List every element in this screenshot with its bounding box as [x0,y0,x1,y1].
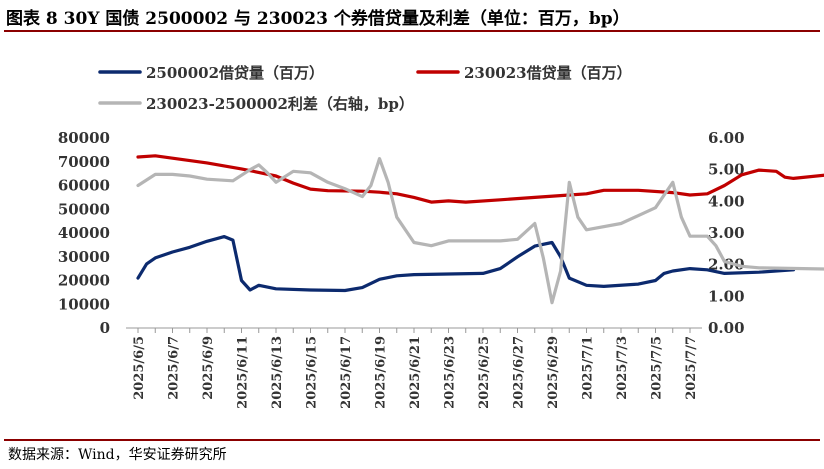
title-rule [4,30,820,32]
chart-title: 图表 8 30Y 国债 2500002 与 230023 个券借贷量及利差（单位… [6,9,630,29]
y-left-tick-label: 10000 [58,295,110,313]
x-tick-label: 2025/6/23 [443,336,458,409]
x-tick-label: 2025/6/11 [236,336,251,409]
axes: 0 10000 20000 30000 40000 50000 60000 70000 8000… [58,129,745,409]
legend-label: 230023-2500002利差（右轴，bp） [146,95,414,113]
y-right-tick-label: 5.00 [708,161,745,179]
x-tick-label: 2025/6/29 [546,336,561,409]
y-left-tick-label: 50000 [58,200,110,218]
y-left-tick-label: 40000 [58,224,110,242]
x-tick-label: 2025/7/7 [684,336,699,400]
y-left-tick-label: 60000 [58,177,110,195]
y-right-tick-label: 4.00 [708,192,745,210]
legend: 2500002借贷量（百万） 230023借贷量（百万） 230023-250000… [98,64,632,113]
x-tick-label: 2025/6/9 [201,336,216,400]
y-right-tick-label: 0.00 [708,319,745,337]
legend-label: 2500002借贷量（百万） [146,64,324,82]
y-left-tick-label: 70000 [58,153,110,171]
y-right-tick-label: 6.00 [708,129,745,147]
x-tick-label: 2025/7/1 [581,336,596,400]
y-right-tick-label: 1.00 [708,287,745,305]
y-right-tick-label: 2.00 [708,256,745,274]
y-right-tick-label: 3.00 [708,224,745,242]
y-left-tick-label: 30000 [58,248,110,266]
x-tick-label: 2025/6/27 [512,336,527,409]
x-tick-label: 2025/6/15 [305,336,320,409]
x-tick-label: 2025/6/19 [374,336,389,409]
x-tick-label: 2025/6/5 [132,336,147,400]
y-left-tick-label: 80000 [58,129,110,147]
y-left-tick-label: 20000 [58,272,110,290]
x-tick-label: 2025/6/13 [270,336,285,409]
source-rule [4,439,820,441]
series-line-1 [136,235,796,293]
x-tick-label: 2025/6/21 [408,336,423,409]
series-line-3 [136,157,824,305]
series-layer [136,154,824,305]
legend-label: 230023借贷量（百万） [464,64,632,82]
x-tick-label: 2025/6/17 [339,336,354,409]
x-tick-label: 2025/7/3 [615,336,630,400]
x-tick-label: 2025/7/5 [650,336,665,400]
x-tick-label: 2025/6/7 [167,336,182,400]
source-note: 数据来源：Wind，华安证券研究所 [8,447,227,463]
x-tick-label: 2025/6/25 [477,336,492,409]
y-left-tick-label: 0 [100,319,110,337]
